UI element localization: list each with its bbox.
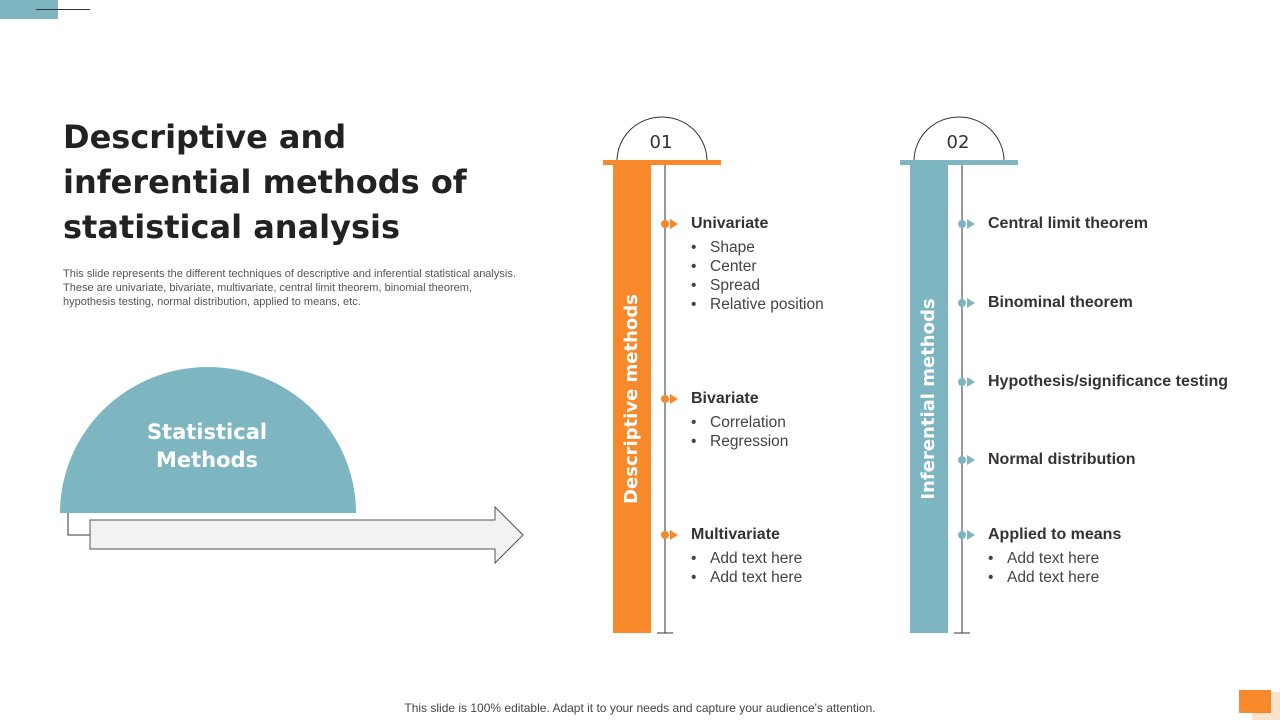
statistical-methods-graphic	[60, 367, 524, 565]
arrow-icon	[661, 219, 678, 229]
arrow-icon	[958, 530, 975, 540]
column-2-dome	[913, 116, 1005, 162]
item-heading: Normal distribution	[988, 451, 1136, 468]
item-heading: Applied to means	[988, 526, 1122, 543]
hub-label-line1: Statistical	[146, 420, 268, 444]
column-1-dome	[616, 116, 708, 162]
column-1-frame	[603, 116, 721, 634]
bullet-list: Add text here Add text here	[988, 549, 1278, 587]
column-2-cap	[900, 160, 1018, 165]
bullet-item: Relative position	[691, 295, 981, 314]
bullet-item: Add text here	[691, 549, 981, 568]
bullet-item: Correlation	[691, 413, 981, 432]
hub-semicircle	[60, 367, 356, 513]
item-central-limit-theorem: Central limit theorem	[988, 214, 1278, 234]
bullet-list: Add text here Add text here	[691, 549, 981, 587]
arrow-icon	[958, 219, 975, 229]
column-1-title: Descriptive methods	[621, 294, 642, 504]
arrow-icon	[661, 530, 678, 540]
arrow-icon	[958, 377, 975, 387]
bullet-item: Add text here	[691, 568, 981, 587]
bullet-list: Correlation Regression	[691, 413, 981, 451]
item-applied-to-means: Applied to means Add text here Add text …	[988, 525, 1278, 587]
item-heading: Binominal theorem	[988, 294, 1133, 311]
column-2-number: 02	[946, 132, 970, 153]
item-heading: Central limit theorem	[988, 215, 1149, 232]
bullet-item: Shape	[691, 238, 981, 257]
item-binominal-theorem: Binominal theorem	[988, 293, 1278, 313]
page-title: Descriptive and inferential methods of s…	[63, 118, 467, 246]
corner-decoration	[1239, 690, 1271, 713]
column-1-cap	[603, 160, 721, 165]
item-multivariate: Multivariate Add text here Add text here	[691, 525, 981, 587]
corner-accent	[0, 0, 58, 19]
column-1-number: 01	[649, 132, 673, 153]
bullet-list: Shape Center Spread Relative position	[691, 238, 981, 314]
corner-line	[36, 9, 90, 10]
column-1-bar	[613, 165, 651, 633]
column-2-bar	[910, 165, 948, 633]
column-2-frame	[900, 116, 1018, 634]
slide-description: This slide represents the different tech…	[63, 268, 516, 308]
item-bivariate: Bivariate Correlation Regression	[691, 389, 981, 451]
item-heading: Univariate	[691, 215, 769, 232]
item-normal-distribution: Normal distribution	[988, 450, 1278, 470]
item-heading: Bivariate	[691, 390, 759, 407]
bullet-item: Spread	[691, 276, 981, 295]
item-univariate: Univariate Shape Center Spread Relative …	[691, 214, 981, 314]
bullet-item: Center	[691, 257, 981, 276]
hub-label-line2: Methods	[155, 448, 259, 472]
item-heading: Multivariate	[691, 526, 780, 543]
hub-label: Statistical Methods	[100, 418, 314, 474]
footer-note: This slide is 100% editable. Adapt it to…	[404, 701, 876, 715]
arrow-icon	[958, 298, 975, 308]
flow-arrow	[89, 505, 524, 565]
column-2-title: Inferential methods	[918, 298, 939, 500]
arrow-icon	[661, 394, 678, 404]
bullet-item: Regression	[691, 432, 981, 451]
bullet-item: Add text here	[988, 568, 1278, 587]
item-heading: Hypothesis/significance testing	[988, 373, 1229, 390]
item-hypothesis-testing: Hypothesis/significance testing	[988, 372, 1278, 392]
bullet-item: Add text here	[988, 549, 1278, 568]
hub-connector	[67, 513, 91, 536]
arrow-icon	[958, 455, 975, 465]
